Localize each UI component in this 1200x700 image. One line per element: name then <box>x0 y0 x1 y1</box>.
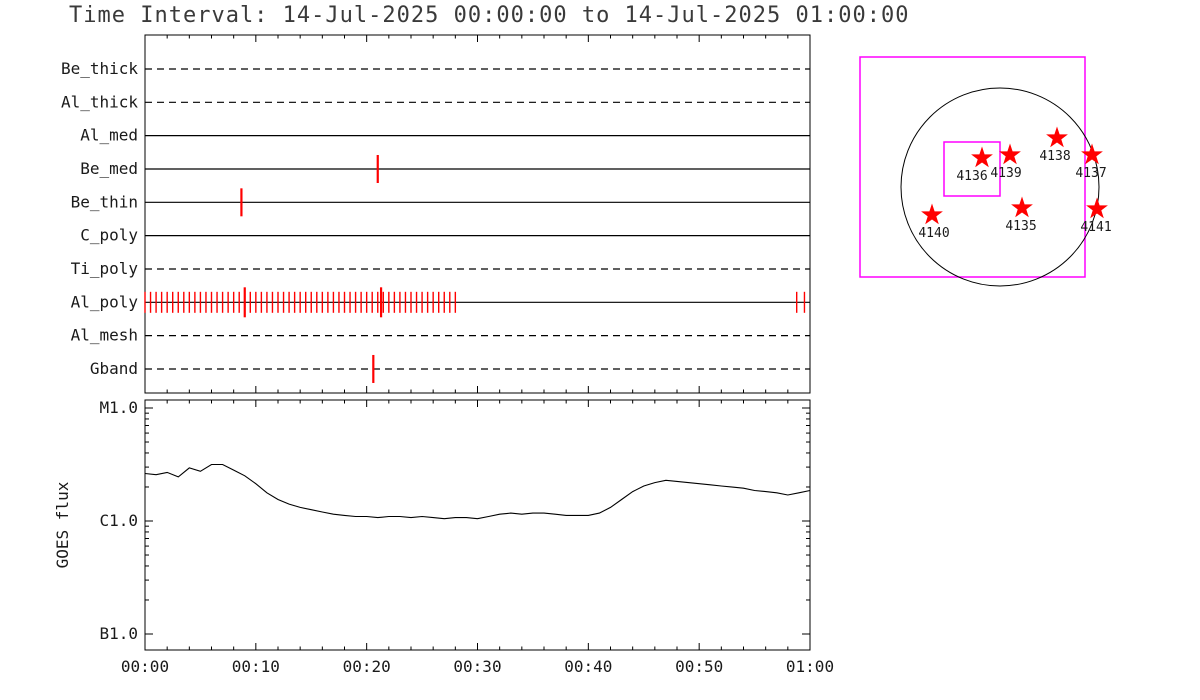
plot-title: Time Interval: 14-Jul-2025 00:00:00 to 1… <box>69 3 910 28</box>
channel-label: Al_med <box>80 126 138 145</box>
solar-map: 4136 4139 4138 4137 4140 4135 4141 <box>859 56 1112 287</box>
y-tick-label: M1.0 <box>99 398 138 417</box>
goes-frame <box>144 399 811 651</box>
active-region-label: 4141 <box>1080 220 1111 235</box>
x-tick-label: 00:20 <box>343 657 391 676</box>
y-tick-label: B1.0 <box>99 624 138 643</box>
x-tick-label: 00:00 <box>121 657 169 676</box>
x-tick-label: 00:40 <box>564 657 612 676</box>
x-tick-label: 00:50 <box>675 657 723 676</box>
timeline-frame <box>144 34 811 394</box>
active-region-label: 4137 <box>1075 166 1106 181</box>
channel-label: Be_med <box>80 159 138 178</box>
channel-label: Al_thick <box>61 92 138 111</box>
x-tick-label: 00:10 <box>232 657 280 676</box>
active-region-star <box>1046 126 1068 148</box>
active-region-star <box>1081 143 1103 165</box>
active-region-star <box>971 146 993 168</box>
x-tick-label: 00:30 <box>453 657 501 676</box>
goes-flux-curve <box>144 463 811 520</box>
inner-fov-rect <box>943 141 1001 197</box>
channel-label: Be_thin <box>71 192 138 211</box>
channel-label: Al_poly <box>71 292 139 311</box>
channel-label: Ti_poly <box>71 259 139 278</box>
x-tick-label: 01:00 <box>786 657 834 676</box>
active-region-label: 4138 <box>1039 149 1070 164</box>
goes-ylabel: GOES flux <box>53 481 72 568</box>
channel-label: Gband <box>90 359 138 378</box>
active-region-star <box>1086 197 1108 219</box>
fov-rect <box>859 56 1086 278</box>
active-region-label: 4139 <box>990 166 1021 181</box>
active-region-star <box>921 203 943 225</box>
solar-disk <box>900 87 1100 287</box>
active-region-label: 4135 <box>1005 219 1036 234</box>
channel-label: C_poly <box>80 226 138 245</box>
active-region-label: 4140 <box>918 226 949 241</box>
channel-label: Al_mesh <box>71 326 138 345</box>
active-region-star <box>999 143 1021 165</box>
active-region-star <box>1011 196 1033 218</box>
y-tick-label: C1.0 <box>99 511 138 530</box>
channel-label: Be_thick <box>61 59 138 78</box>
active-region-label: 4136 <box>956 169 987 184</box>
